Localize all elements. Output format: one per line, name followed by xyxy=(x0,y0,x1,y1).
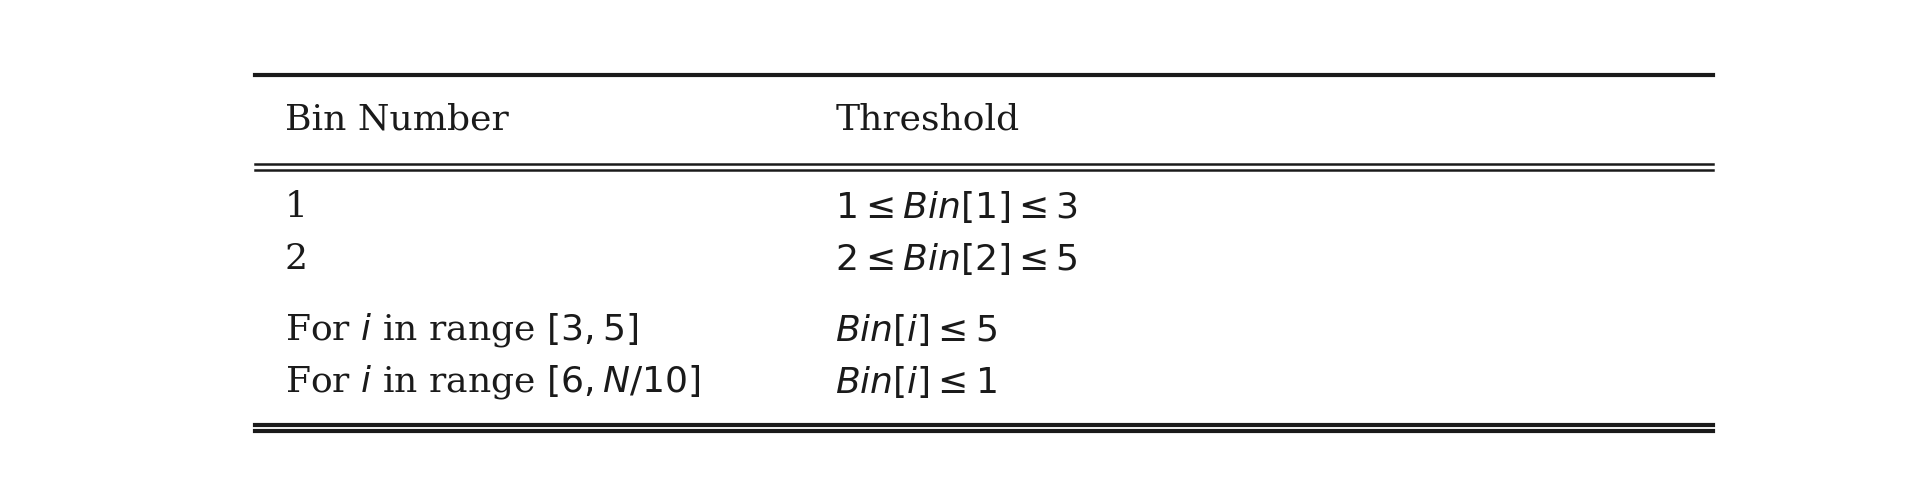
Text: $\mathit{Bin}[i] \leq 1$: $\mathit{Bin}[i] \leq 1$ xyxy=(835,364,996,400)
Text: Bin Number: Bin Number xyxy=(284,102,509,136)
Text: Threshold: Threshold xyxy=(835,102,1020,136)
Text: For $i$ in range $[3, 5]$: For $i$ in range $[3, 5]$ xyxy=(284,311,637,349)
Text: $\mathit{Bin}[i] \leq 5$: $\mathit{Bin}[i] \leq 5$ xyxy=(835,312,996,348)
Text: For $i$ in range $[6, N/10]$: For $i$ in range $[6, N/10]$ xyxy=(284,363,701,401)
Text: $1 \leq \mathit{Bin}[1] \leq 3$: $1 \leq \mathit{Bin}[1] \leq 3$ xyxy=(835,189,1077,226)
Text: 1: 1 xyxy=(284,190,307,225)
Text: $2 \leq \mathit{Bin}[2] \leq 5$: $2 \leq \mathit{Bin}[2] \leq 5$ xyxy=(835,241,1077,277)
Text: 2: 2 xyxy=(284,242,307,276)
